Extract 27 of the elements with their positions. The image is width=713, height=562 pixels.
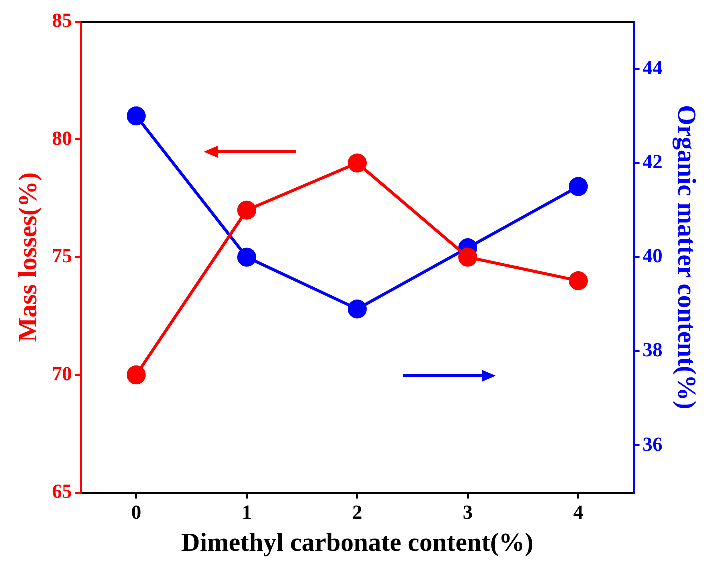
- point: [569, 177, 588, 196]
- point: [348, 154, 367, 173]
- x-tick-label: 3: [463, 502, 474, 524]
- y-tick-label: 75: [52, 246, 72, 268]
- y2-tick-label: 44: [642, 57, 663, 80]
- x-axis-title: Dimethyl carbonate content(%): [181, 528, 534, 558]
- y-tick-label: 85: [52, 10, 72, 32]
- y2-tick-label: 38: [642, 340, 663, 362]
- x-tick-label: 4: [574, 502, 584, 524]
- point: [569, 271, 588, 290]
- y-axis-title: Mass losses(%): [13, 172, 42, 342]
- y-tick-label: 70: [52, 363, 72, 386]
- point: [348, 300, 367, 319]
- point: [458, 248, 478, 267]
- y-tick-label: 65: [52, 480, 72, 503]
- point: [237, 200, 256, 220]
- x-tick-label: 1: [242, 502, 252, 524]
- x-tick-label: 2: [352, 502, 362, 524]
- point: [126, 366, 146, 385]
- point: [126, 106, 146, 126]
- y2-tick-label: 42: [642, 151, 663, 174]
- point: [237, 248, 256, 267]
- x-tick-label: 0: [131, 502, 142, 524]
- y2-tick-label: 36: [642, 434, 663, 456]
- y2-tick-label: 40: [642, 246, 663, 268]
- y-tick-label: 80: [52, 128, 72, 150]
- y2-axis-title: Organic matter content(%): [672, 105, 702, 410]
